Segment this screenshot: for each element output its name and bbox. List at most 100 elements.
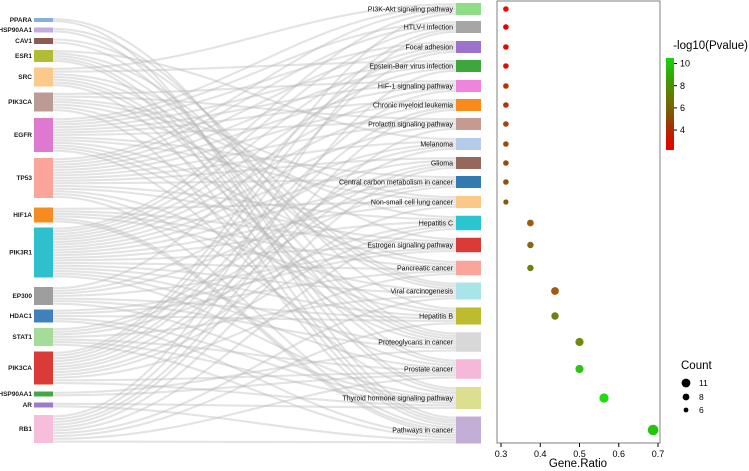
pathway-node [456,157,481,169]
enrichment-dot [503,179,509,185]
dotplot-panel [496,0,661,444]
gene-label: HIF1A [13,212,32,219]
enrichment-dot [503,160,509,166]
sankey-link [52,27,457,310]
sankey-link [52,183,457,295]
sankey-link [52,64,457,169]
sankey-link [52,223,457,336]
pathway-node [456,260,481,276]
pathway-node [456,80,481,92]
sankey-link [52,402,457,409]
sankey-link [52,103,457,264]
pathway-node [456,138,481,150]
sankey-link [52,43,457,166]
pathway-node [456,237,481,253]
pathway-label: Prostate cancer [404,366,454,373]
enrichment-dot [527,264,534,272]
pathway-label: Non-small cell lung cancer [371,199,454,206]
pathway-node [456,60,481,72]
sankey-link [52,120,457,137]
x-tick-label: 0.6 [612,449,625,459]
gene-node [34,351,53,385]
pvalue-gradient-bar [666,58,674,150]
pathway-label: Chronic myeloid leukemia [373,102,453,109]
sankey-link [52,125,457,246]
sankey-link [52,300,457,350]
pathway-node [456,282,481,300]
sankey-link [52,192,457,367]
sankey-link [52,30,457,418]
gene-label: AR [23,402,33,409]
count-legend-label: 6 [699,405,704,415]
gene-node [34,309,53,323]
sankey-link [52,147,457,345]
sankey-link [52,73,457,241]
sankey-link [52,272,457,369]
count-legend-dot [682,393,690,401]
sankey-link [52,95,457,121]
enrichment-dot [503,24,509,30]
sankey-link [52,136,457,179]
enrichment-dot [503,199,509,205]
sankey-link [52,215,457,293]
sankey-link [52,69,457,421]
pathway-label: HIF-1 signaling pathway [378,83,454,90]
color-legend-tick-label: 4 [680,125,685,135]
sankey-link [52,89,457,363]
pathway-label: Epstein-Barr virus infection [369,63,453,70]
sankey-link [52,12,457,354]
sankey-link [52,320,457,436]
enrichment-dot [503,44,509,50]
sankey-link [52,41,457,362]
size-legend-title: Count [681,360,712,372]
sankey-link [52,57,457,392]
gene-node [34,118,53,152]
pathway-node [456,387,481,409]
sankey-link [52,225,457,376]
gene-node [34,391,53,397]
sankey-link [52,145,457,292]
gene-node [34,18,53,22]
sankey-link [52,28,457,357]
sankey-link [52,7,457,161]
sankey-link [52,159,457,251]
sankey-link [52,122,457,177]
pathway-label: Prolactin signaling pathway [368,121,453,128]
gene-node [34,92,53,112]
sankey-link [52,349,457,394]
pathway-label: Glioma [431,160,453,167]
pathway-label: Proteoglycans in cancer [378,339,453,346]
pathway-node [456,332,481,352]
pathway-label: Pathways in cancer [392,427,453,434]
color-legend-tick-label: 10 [680,59,690,69]
gene-label: TP53 [16,175,32,182]
sankey-link [52,217,457,432]
sankey-link [52,220,457,259]
sankey-link [52,141,457,266]
gene-node [34,67,53,87]
enrichment-dot [503,121,509,127]
enrichment-dot [503,102,509,108]
sankey-link [52,10,457,230]
size-legend: Count 11 8 6 [681,360,712,415]
x-axis-title: Gene.Ratio [549,458,607,470]
sankey-link [52,249,457,312]
gene-label: EP300 [12,293,32,300]
sankey-link [52,23,457,164]
gene-label: STAT1 [12,334,32,341]
enrichment-dot [551,287,559,295]
gene-label: PIK3CA [8,99,32,106]
sankey-link [52,264,457,295]
gene-label: RB1 [19,426,32,433]
gene-nodes: PPARA HSP90AA1 CAV1 ESR1 SRC PIK3CA EGFR TP53 HI… [0,17,53,443]
sankey-link [52,106,457,342]
enrichment-dot [599,393,609,403]
sankey-link [52,376,457,440]
sankey-link [52,50,457,141]
sankey-link [52,322,457,438]
sankey-link [52,144,457,313]
pathway-node [456,215,481,231]
gene-node [34,27,53,33]
count-legend-label: 11 [699,378,708,388]
sankey-link [52,343,457,439]
